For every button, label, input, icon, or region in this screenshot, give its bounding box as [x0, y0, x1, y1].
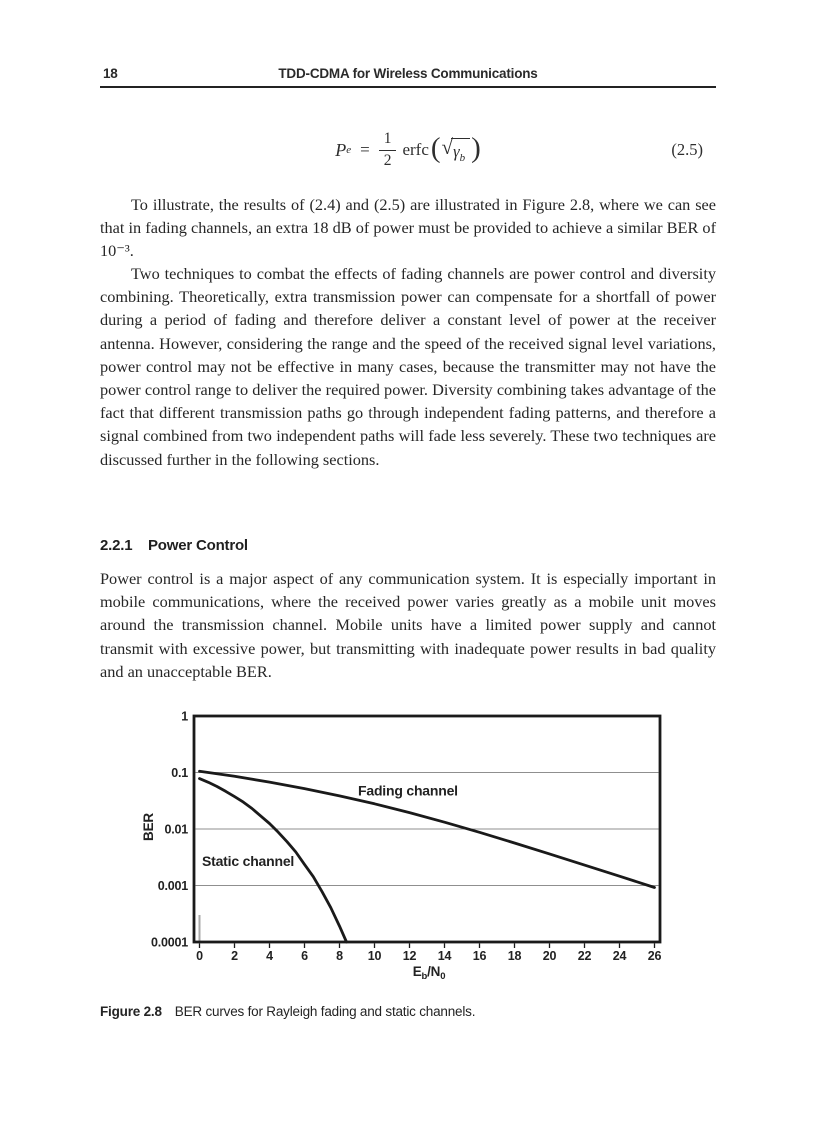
square-root: √ γb [442, 136, 471, 164]
x-tick-label: 20 [543, 949, 557, 963]
x-tick-label: 0 [196, 949, 203, 963]
figure-2-8: Fading channel Static channel 0 2 4 6 8 10 12 1… [140, 705, 720, 1000]
figure-caption-text: BER curves for Rayleigh fading and stati… [174, 1004, 476, 1019]
section-number: 2.2.1 [100, 537, 133, 554]
paragraph-power-control: Power control is a major aspect of any c… [100, 569, 716, 681]
fading-curve-label: Fading channel [358, 783, 458, 799]
close-paren: ) [471, 131, 481, 164]
radicand: γb [451, 138, 471, 164]
x-tick-label: 6 [301, 949, 308, 963]
x-tick-labels: 0 2 4 6 8 10 12 14 16 18 20 22 24 26 [196, 943, 662, 963]
open-paren: ( [430, 131, 441, 164]
x-tick-label: 12 [403, 949, 417, 963]
x-axis-title-sub-0: 0 [440, 971, 445, 982]
erfc-function: erfc [402, 140, 429, 159]
fraction-numerator: 1 [378, 130, 397, 151]
page-number: 18 [103, 66, 118, 81]
y-tick-label: 0.001 [158, 879, 189, 893]
static-channel-curve [198, 777, 348, 944]
header-rule [100, 86, 716, 88]
equation-number: (2.5) [671, 140, 703, 159]
gamma-symbol: γ [453, 142, 460, 161]
x-tick-label: 8 [336, 949, 343, 963]
equation-lhs: P [335, 139, 347, 160]
x-tick-label: 22 [578, 949, 592, 963]
x-axis-title-slash-n: /N [427, 964, 440, 979]
running-head: 18 TDD-CDMA for Wireless Communications [100, 66, 716, 86]
static-curve-label: Static channel [202, 853, 294, 869]
fading-channel-curve [198, 769, 656, 889]
paragraph-illustrate: To illustrate, the results of (2.4) and … [100, 195, 716, 261]
plot-border [192, 714, 662, 944]
x-axis-title: Eb/N0 [413, 964, 446, 982]
gamma-subscript: b [459, 152, 466, 164]
x-axis-title-base: E [413, 964, 422, 979]
x-axis-title-sub-b: b [422, 971, 428, 982]
figure-caption: Figure 2.8 BER curves for Rayleigh fading… [100, 1004, 716, 1019]
y-tick-label: 0.01 [164, 823, 188, 837]
fraction-denominator: 2 [383, 151, 392, 169]
section-heading-2-2-1: 2.2.1 Power Control [100, 537, 716, 554]
x-tick-label: 2 [231, 949, 238, 963]
equals-sign: = [360, 140, 370, 159]
equation-lhs-subscript: e [346, 144, 352, 156]
fraction-one-half: 1 2 [378, 130, 397, 170]
radical-sign: √ [441, 135, 454, 159]
section-title: Power Control [148, 537, 248, 554]
figure-caption-label: Figure 2.8 [100, 1004, 162, 1019]
y-tick-label: 0.1 [171, 766, 188, 780]
x-tick-label: 14 [438, 949, 452, 963]
y-tick-labels: 1 0.1 0.01 0.001 0.0001 [151, 710, 188, 950]
ber-chart-svg: Fading channel Static channel 0 2 4 6 8 10 12 1… [141, 710, 662, 983]
x-tick-label: 18 [508, 949, 522, 963]
y-tick-label: 0.0001 [151, 936, 188, 950]
y-tick-label: 1 [181, 710, 188, 724]
y-axis-title: BER [141, 813, 156, 841]
running-title: TDD-CDMA for Wireless Communications [278, 66, 538, 81]
x-tick-label: 26 [648, 949, 662, 963]
x-tick-label: 24 [613, 949, 627, 963]
x-tick-label: 10 [368, 949, 382, 963]
x-tick-label: 4 [266, 949, 273, 963]
gridlines [195, 772, 659, 886]
paragraph-two-techniques: Two techniques to combat the effects of … [100, 264, 716, 469]
x-tick-label: 16 [473, 949, 487, 963]
